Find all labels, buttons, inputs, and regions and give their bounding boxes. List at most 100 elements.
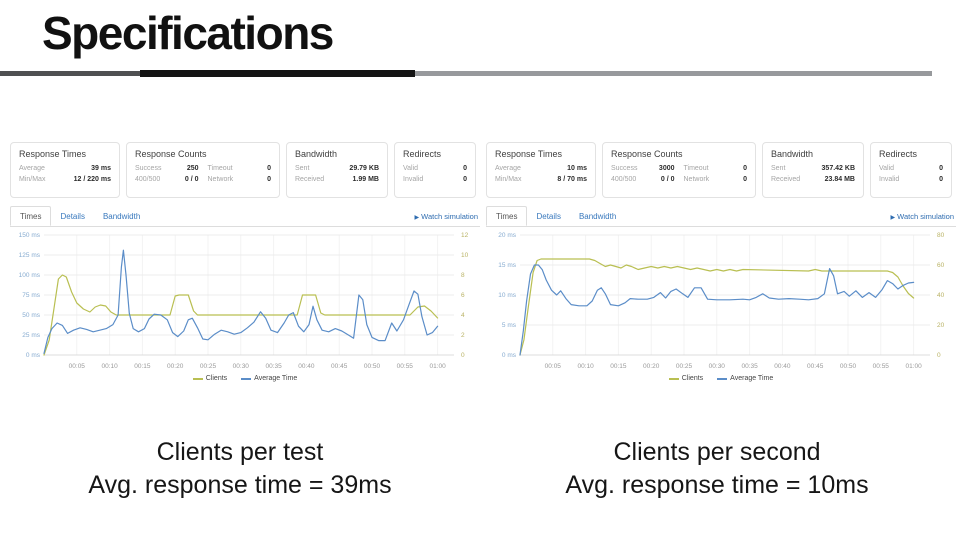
right-axis-tick: 0 [937, 352, 941, 359]
left-axis-tick: 15 ms [498, 262, 516, 269]
x-axis-tick: 00:45 [807, 363, 824, 370]
left-axis-tick: 125 ms [19, 252, 41, 259]
tab-bandwidth[interactable]: Bandwidth [578, 212, 617, 221]
card-row: Valid 0 [403, 163, 467, 174]
tab-details[interactable]: Details [536, 212, 561, 221]
metric-value: 0 [939, 176, 943, 183]
legend-swatch [192, 377, 203, 380]
metric-value: 8 / 70 ms [557, 176, 587, 183]
x-axis-tick: 00:25 [200, 363, 217, 370]
legend-label: Average Time [254, 375, 298, 382]
x-axis-tick: 00:15 [610, 363, 627, 370]
watch-simulation-label: Watch simulation [897, 212, 954, 221]
metric-value: 23.84 MB [824, 176, 855, 183]
metric: Average 10 ms [495, 163, 587, 174]
chart-legend: Clients Average Time [486, 375, 956, 382]
divider-segment-gray [415, 71, 932, 76]
dashboard-panel-clients-per-second: Response Times Average 10 ms Min/Max 8 / 70 … [486, 142, 956, 404]
metric-value: 0 [463, 176, 467, 183]
metric: Min/Max 8 / 70 ms [495, 174, 587, 185]
metric: Invalid 0 [403, 174, 467, 185]
right-axis-tick: 20 [937, 322, 945, 329]
metric-value: 250 [186, 165, 199, 172]
card-row: Sent 357.42 KB [771, 163, 855, 174]
caption-left-line2: Avg. response time = 39ms [88, 471, 392, 499]
metric-label: Min/Max [495, 176, 522, 183]
left-axis-tick: 20 ms [498, 232, 516, 239]
series-average-time [43, 249, 439, 354]
metric: Min/Max 12 / 220 ms [19, 174, 111, 185]
metric: Valid 0 [403, 163, 467, 174]
x-axis-tick: 00:55 [397, 363, 414, 370]
caption-left: Clients per test Avg. response time = 39… [5, 436, 475, 502]
caption-right: Clients per second Avg. response time = … [482, 436, 952, 502]
x-axis-tick: 00:50 [364, 363, 381, 370]
metric: Success 250 [135, 163, 199, 174]
legend-swatch [668, 377, 679, 380]
x-axis-tick: 00:30 [233, 363, 250, 370]
x-axis-tick: 00:25 [676, 363, 693, 370]
card-title: Redirects [879, 149, 918, 159]
legend-label: Clients [205, 375, 228, 382]
metric-label: Received [295, 176, 325, 183]
play-icon: ▶ [890, 215, 896, 221]
card-row: Average 39 ms [19, 163, 111, 174]
metric-label: Timeout [683, 165, 709, 172]
card-row: Average 10 ms [495, 163, 587, 174]
left-axis-tick: 0 ms [26, 352, 41, 359]
legend-item-clients: Clients [192, 375, 228, 382]
x-axis-tick: 00:10 [577, 363, 594, 370]
metric-label: Min/Max [19, 176, 46, 183]
x-axis-tick: 00:20 [643, 363, 660, 370]
right-axis-tick: 2 [461, 332, 465, 339]
series-clients [519, 258, 915, 356]
metric: Sent 29.79 KB [295, 163, 379, 174]
left-axis-tick: 100 ms [19, 272, 41, 279]
metric: Timeout 0 [684, 163, 748, 174]
series-average-time [519, 264, 915, 356]
card-row: 400/500 0 / 0 Network 0 [135, 174, 271, 185]
card-row: Invalid 0 [879, 174, 943, 185]
card-row: Valid 0 [879, 163, 943, 174]
metric: Valid 0 [879, 163, 943, 174]
metric-label: Sent [771, 165, 786, 172]
metric-label: Timeout [207, 165, 233, 172]
card-row: Min/Max 8 / 70 ms [495, 174, 587, 185]
x-axis-tick: 00:55 [873, 363, 890, 370]
x-axis-tick: 00:10 [101, 363, 118, 370]
metric: Received 1.99 MB [295, 174, 379, 185]
card-row: 400/500 0 / 0 Network 0 [611, 174, 747, 185]
tab-bandwidth[interactable]: Bandwidth [102, 212, 141, 221]
x-axis-tick: 00:05 [69, 363, 86, 370]
metric: Received 23.84 MB [771, 174, 855, 185]
tab-times[interactable]: Times [10, 206, 52, 226]
card-title: Redirects [403, 149, 442, 159]
card-row: Received 1.99 MB [295, 174, 379, 185]
metric-value: 0 [267, 176, 271, 183]
right-axis-tick: 12 [461, 232, 469, 239]
metric: Sent 357.42 KB [771, 163, 855, 174]
caption-left-line1: Clients per test [156, 438, 324, 466]
watch-simulation-link[interactable]: ▶ Watch simulation [415, 212, 478, 221]
metric-value: 0 [267, 165, 271, 172]
watch-simulation-link[interactable]: ▶ Watch simulation [891, 212, 954, 221]
stat-cards-row: Response Times Average 10 ms Min/Max 8 / 70 … [486, 142, 956, 198]
card-row: Invalid 0 [403, 174, 467, 185]
metric-value: 357.42 KB [821, 165, 855, 172]
left-axis-tick: 75 ms [22, 292, 40, 299]
x-axis-tick: 00:05 [545, 363, 562, 370]
metric-label: 400/500 [135, 176, 161, 183]
right-axis-tick: 4 [461, 312, 465, 319]
x-axis-tick: 00:15 [134, 363, 151, 370]
metric: 400/500 0 / 0 [135, 174, 199, 185]
metric-label: Network [683, 176, 710, 183]
card-title: Response Times [19, 149, 87, 159]
metric-label: Invalid [403, 176, 424, 183]
metric: 400/500 0 / 0 [611, 174, 675, 185]
stat-card-response-times: Response Times Average 39 ms Min/Max 12 / 22… [10, 142, 120, 198]
metric-value: 0 [743, 165, 747, 172]
stat-card-response-counts: Response Counts Success 3000 Timeout 0 400/50… [602, 142, 756, 198]
tab-details[interactable]: Details [60, 212, 85, 221]
tab-times[interactable]: Times [486, 206, 528, 226]
x-axis-tick: 00:45 [331, 363, 348, 370]
